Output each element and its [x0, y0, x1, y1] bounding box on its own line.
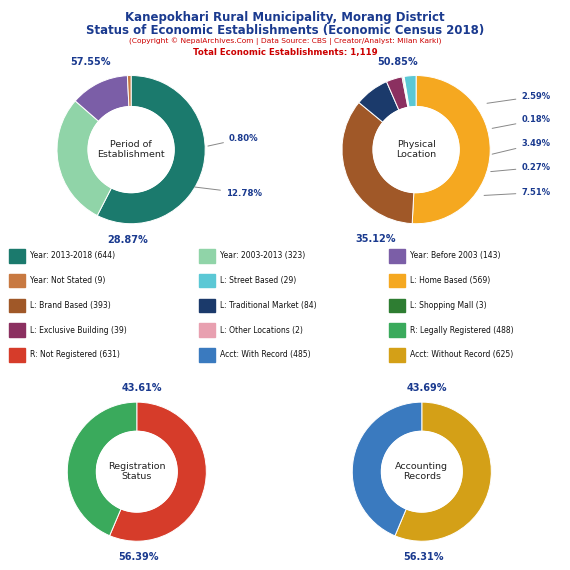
Bar	[389, 323, 405, 337]
Text: L: Home Based (569): L: Home Based (569)	[410, 276, 490, 285]
Text: Year: 2003-2013 (323): Year: 2003-2013 (323)	[220, 251, 306, 260]
Bar	[9, 348, 25, 361]
Text: 0.18%: 0.18%	[492, 116, 550, 128]
Bar	[198, 274, 214, 287]
Text: 50.85%: 50.85%	[377, 57, 418, 67]
Text: 7.51%: 7.51%	[484, 188, 551, 197]
Text: L: Other Locations (2): L: Other Locations (2)	[220, 325, 303, 335]
Text: 3.49%: 3.49%	[492, 139, 550, 154]
Text: L: Shopping Mall (3): L: Shopping Mall (3)	[410, 301, 487, 310]
Wedge shape	[57, 101, 112, 215]
Wedge shape	[97, 75, 205, 223]
Wedge shape	[402, 76, 409, 107]
Text: 12.78%: 12.78%	[194, 187, 262, 198]
Text: L: Traditional Market (84): L: Traditional Market (84)	[220, 301, 317, 310]
Text: 43.69%: 43.69%	[407, 383, 447, 393]
Text: L: Street Based (29): L: Street Based (29)	[220, 276, 296, 285]
Text: Acct: Without Record (625): Acct: Without Record (625)	[410, 351, 514, 360]
Circle shape	[373, 107, 459, 193]
Text: 43.61%: 43.61%	[122, 383, 162, 393]
Wedge shape	[67, 402, 137, 536]
Wedge shape	[352, 402, 422, 536]
Wedge shape	[359, 82, 399, 123]
Text: R: Legally Registered (488): R: Legally Registered (488)	[410, 325, 514, 335]
Wedge shape	[342, 103, 414, 223]
Text: Physical
Location: Physical Location	[396, 140, 436, 160]
Bar	[389, 274, 405, 287]
Bar	[389, 299, 405, 312]
Wedge shape	[386, 77, 408, 110]
Bar	[389, 348, 405, 361]
Wedge shape	[412, 75, 490, 223]
Bar	[198, 249, 214, 263]
Text: (Copyright © NepalArchives.Com | Data Source: CBS | Creator/Analyst: Milan Karki: (Copyright © NepalArchives.Com | Data So…	[129, 38, 441, 45]
Text: 56.31%: 56.31%	[403, 552, 443, 561]
Wedge shape	[75, 76, 129, 121]
Text: L: Brand Based (393): L: Brand Based (393)	[30, 301, 111, 310]
Text: Period of
Establishment: Period of Establishment	[97, 140, 165, 160]
Circle shape	[381, 431, 462, 512]
Text: Status of Economic Establishments (Economic Census 2018): Status of Economic Establishments (Econo…	[86, 24, 484, 37]
Text: 0.80%: 0.80%	[208, 134, 259, 146]
Bar	[9, 249, 25, 263]
Text: Year: Before 2003 (143): Year: Before 2003 (143)	[410, 251, 500, 260]
Bar	[198, 299, 214, 312]
Wedge shape	[109, 402, 206, 541]
Text: 35.12%: 35.12%	[355, 234, 396, 243]
Bar	[198, 348, 214, 361]
Text: L: Exclusive Building (39): L: Exclusive Building (39)	[30, 325, 127, 335]
Bar	[9, 323, 25, 337]
Wedge shape	[404, 75, 416, 107]
Wedge shape	[395, 402, 491, 541]
Bar	[198, 323, 214, 337]
Text: 0.27%: 0.27%	[491, 163, 550, 172]
Bar	[9, 274, 25, 287]
Text: R: Not Registered (631): R: Not Registered (631)	[30, 351, 120, 360]
Text: 56.39%: 56.39%	[118, 552, 158, 561]
Text: Acct: With Record (485): Acct: With Record (485)	[220, 351, 311, 360]
Text: Year: Not Stated (9): Year: Not Stated (9)	[30, 276, 105, 285]
Text: 57.55%: 57.55%	[70, 57, 111, 67]
Wedge shape	[127, 75, 131, 107]
Bar	[9, 299, 25, 312]
Circle shape	[96, 431, 177, 512]
Text: Registration
Status: Registration Status	[108, 462, 165, 482]
Wedge shape	[403, 76, 409, 107]
Bar	[389, 249, 405, 263]
Circle shape	[88, 107, 174, 193]
Text: Total Economic Establishments: 1,119: Total Economic Establishments: 1,119	[193, 48, 377, 57]
Text: 2.59%: 2.59%	[487, 92, 551, 103]
Text: Accounting
Records: Accounting Records	[396, 462, 448, 482]
Text: 28.87%: 28.87%	[107, 235, 148, 245]
Text: Year: 2013-2018 (644): Year: 2013-2018 (644)	[30, 251, 115, 260]
Text: Kanepokhari Rural Municipality, Morang District: Kanepokhari Rural Municipality, Morang D…	[125, 11, 445, 25]
